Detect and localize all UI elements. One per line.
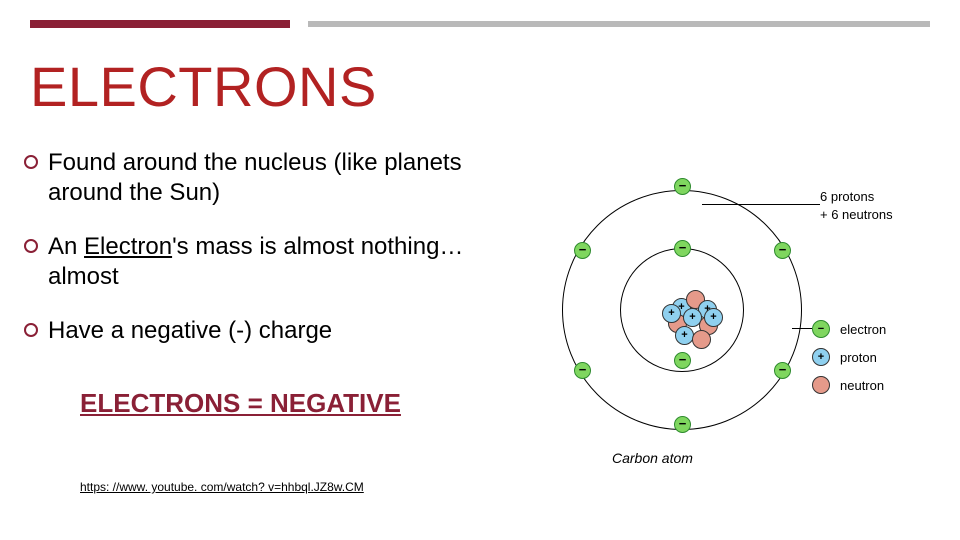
nucleus-label-line: + 6 neutrons [820, 206, 893, 224]
bullet-list: Found around the nucleus (like planets a… [24, 148, 504, 370]
electron-particle: − [574, 362, 591, 379]
text-underlined: Electron [84, 233, 172, 260]
bullet-text: An Electron's mass is almost nothing…alm… [48, 232, 504, 292]
bullet-icon [24, 239, 38, 253]
list-item: An Electron's mass is almost nothing…alm… [24, 232, 504, 292]
neutron-particle [692, 330, 711, 349]
diagram-caption: Carbon atom [612, 450, 693, 466]
electron-icon: − [812, 320, 830, 338]
leader-line [792, 328, 812, 329]
legend-row: neutron [812, 376, 886, 394]
electron-particle: − [674, 352, 691, 369]
nucleus-label: 6 protons + 6 neutrons [820, 188, 893, 223]
legend: −electron + proton neutron [812, 320, 886, 404]
secondary-rule [308, 21, 930, 27]
proton-particle: + [675, 326, 694, 345]
accent-rule [30, 20, 290, 28]
atom-diagram: ++++++−−−−−−−− 6 protons + 6 neutrons −e… [512, 170, 942, 490]
bullet-icon [24, 155, 38, 169]
proton-particle: + [662, 304, 681, 323]
legend-row: + proton [812, 348, 886, 366]
legend-label: electron [840, 322, 886, 337]
video-link[interactable]: https: //www. youtube. com/watch? v=hhbq… [80, 480, 364, 494]
electron-particle: − [674, 416, 691, 433]
list-item: Found around the nucleus (like planets a… [24, 148, 504, 208]
electron-particle: − [774, 362, 791, 379]
legend-label: proton [840, 350, 877, 365]
list-item: Have a negative (-) charge [24, 316, 504, 346]
text-plain: An [48, 233, 84, 260]
leader-line [702, 204, 820, 205]
bullet-text: Found around the nucleus (like planets a… [48, 148, 504, 208]
atom: ++++++−−−−−−−− [552, 180, 812, 440]
electron-particle: − [774, 242, 791, 259]
neutron-icon [812, 376, 830, 394]
emphasis-line: ELECTRONS = NEGATIVE [80, 388, 401, 419]
top-rules [30, 20, 930, 28]
nucleus-label-line: 6 protons [820, 188, 893, 206]
page-title: ELECTRONS [30, 54, 377, 119]
legend-row: −electron [812, 320, 886, 338]
legend-label: neutron [840, 378, 884, 393]
electron-particle: − [674, 240, 691, 257]
bullet-icon [24, 323, 38, 337]
bullet-text: Have a negative (-) charge [48, 316, 332, 346]
proton-particle: + [704, 308, 723, 327]
electron-particle: − [574, 242, 591, 259]
electron-particle: − [674, 178, 691, 195]
slide: ELECTRONS Found around the nucleus (like… [0, 0, 960, 540]
proton-icon: + [812, 348, 830, 366]
